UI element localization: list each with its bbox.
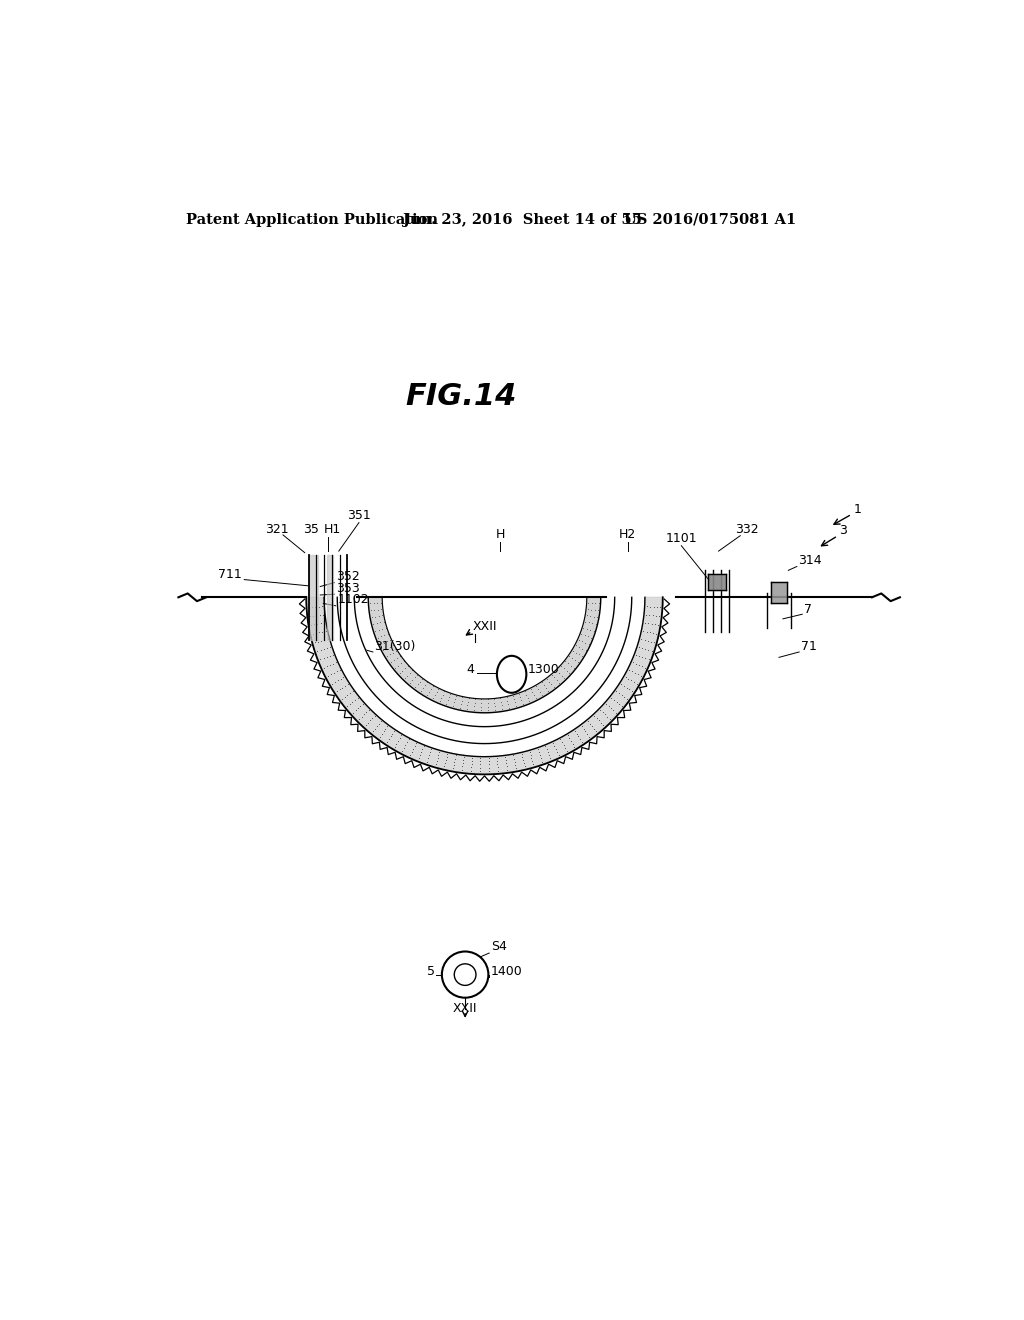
Text: 7: 7 bbox=[804, 603, 812, 615]
Text: 353: 353 bbox=[336, 582, 359, 595]
Text: FIG.14: FIG.14 bbox=[406, 381, 517, 411]
Bar bbox=[308, 554, 317, 640]
Text: 1102: 1102 bbox=[337, 594, 369, 606]
Text: 1300: 1300 bbox=[528, 663, 560, 676]
Text: 711: 711 bbox=[218, 568, 242, 581]
Text: 351: 351 bbox=[347, 508, 371, 521]
Bar bbox=[708, 574, 726, 590]
Text: 4: 4 bbox=[467, 663, 474, 676]
Text: 352: 352 bbox=[336, 570, 359, 583]
Text: 3: 3 bbox=[840, 524, 847, 537]
Text: 1: 1 bbox=[853, 503, 861, 516]
Text: 31(30): 31(30) bbox=[375, 640, 416, 652]
Text: 1400: 1400 bbox=[490, 965, 522, 978]
Polygon shape bbox=[337, 597, 632, 743]
Text: US 2016/0175081 A1: US 2016/0175081 A1 bbox=[624, 213, 797, 227]
Text: 35: 35 bbox=[303, 524, 319, 536]
Text: 332: 332 bbox=[734, 524, 758, 536]
Text: XXII: XXII bbox=[453, 1002, 477, 1015]
Bar bbox=[771, 582, 786, 603]
Text: H1: H1 bbox=[324, 524, 341, 536]
Bar bbox=[328, 554, 334, 640]
Text: Patent Application Publication: Patent Application Publication bbox=[186, 213, 438, 227]
Circle shape bbox=[442, 952, 488, 998]
Text: H2: H2 bbox=[620, 528, 637, 541]
Text: 1101: 1101 bbox=[666, 532, 697, 545]
Text: S4: S4 bbox=[490, 940, 507, 953]
Text: Jun. 23, 2016  Sheet 14 of 55: Jun. 23, 2016 Sheet 14 of 55 bbox=[403, 213, 642, 227]
Text: XXII: XXII bbox=[473, 619, 498, 632]
Polygon shape bbox=[369, 597, 601, 713]
Polygon shape bbox=[306, 597, 663, 775]
Text: 321: 321 bbox=[265, 524, 289, 536]
Text: 71: 71 bbox=[801, 640, 816, 652]
Text: H: H bbox=[496, 528, 505, 541]
Text: 5: 5 bbox=[427, 965, 435, 978]
Text: 314: 314 bbox=[799, 554, 822, 568]
